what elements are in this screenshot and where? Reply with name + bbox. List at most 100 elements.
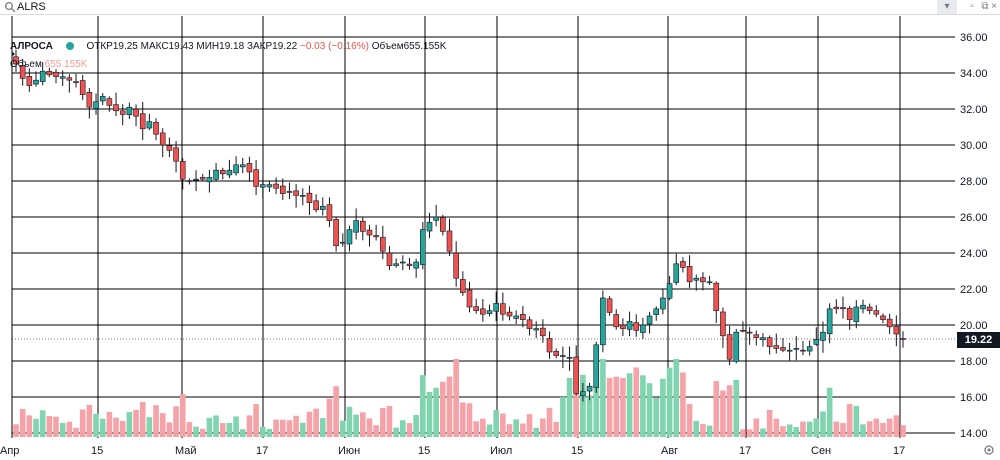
volume-bar — [13, 424, 19, 437]
volume-bar — [673, 359, 680, 437]
change-value: −0.03 (−0.16%) — [299, 41, 369, 52]
candle-body — [646, 315, 653, 325]
candle-body — [540, 327, 546, 337]
volume-bar — [39, 410, 46, 437]
volume-bar — [273, 419, 279, 437]
y-tick-label: 28.00 — [960, 176, 988, 188]
volume-bar — [820, 411, 826, 437]
candle-body — [673, 263, 680, 283]
ticker-name[interactable]: АЛРОСА — [10, 41, 53, 52]
candle-body — [460, 279, 466, 293]
candle-body — [753, 334, 760, 338]
volume-bar — [433, 387, 439, 437]
volume-value: 655.155K — [403, 41, 447, 52]
volume-bar — [59, 422, 66, 437]
close-icon[interactable]: × — [991, 1, 997, 12]
volume-bar — [833, 421, 840, 437]
candle-body — [520, 314, 526, 320]
candle-body — [526, 319, 533, 329]
candle-body — [626, 321, 633, 330]
candle-body — [686, 266, 693, 283]
volume-bar — [46, 416, 53, 437]
candle-body — [706, 281, 713, 284]
volume-bar — [766, 409, 773, 437]
symbol-input[interactable] — [17, 0, 317, 14]
candle-body — [259, 184, 266, 188]
candle-body — [480, 308, 486, 315]
y-tick-label: 20.00 — [960, 320, 988, 332]
candle-body — [873, 310, 880, 315]
volume-bar — [520, 423, 526, 437]
chevron-down-icon[interactable]: ▾ — [937, 0, 957, 14]
candle-body — [440, 217, 446, 232]
volume-legend-label: Объем — [10, 59, 42, 70]
volume-bar — [880, 423, 886, 437]
candle-body — [233, 164, 239, 174]
volume-bar — [886, 418, 893, 437]
external-window-icon[interactable]: ⧉ — [981, 1, 989, 12]
candle-body — [353, 220, 359, 233]
volume-bar — [666, 367, 673, 437]
candle-body — [886, 318, 893, 328]
volume-bar — [326, 398, 333, 437]
restore-window-icon[interactable]: ▫ — [970, 1, 974, 12]
volume-bar — [233, 416, 239, 437]
candle-body — [760, 337, 766, 340]
volume-bar — [380, 408, 386, 437]
volume-bar — [406, 423, 413, 437]
volume-bar — [173, 406, 179, 437]
candle-body — [733, 331, 740, 362]
candle-body — [239, 164, 246, 168]
candle-body — [266, 184, 273, 188]
candle-body — [119, 110, 126, 115]
candle-body — [486, 310, 493, 314]
volume-bar — [660, 378, 666, 437]
volume-legend-value: 655.155K — [44, 59, 88, 70]
candle-body — [19, 65, 26, 79]
volume-bar — [866, 421, 873, 437]
volume-bar — [700, 424, 706, 437]
settings-icon[interactable] — [983, 444, 995, 456]
x-tick-label: 15 — [91, 445, 103, 457]
volume-bar — [486, 424, 493, 437]
candle-body — [420, 229, 426, 265]
y-tick-label: 16.00 — [960, 392, 988, 404]
volume-bar — [653, 398, 660, 437]
drag-handle-icon[interactable] — [10, 51, 16, 57]
volume-legend: Объем 655.155K — [10, 52, 88, 71]
volume-bar — [480, 418, 486, 437]
volume-bar — [393, 427, 399, 437]
candle-body — [680, 261, 686, 268]
candle-body — [166, 145, 173, 151]
volume-bar — [139, 401, 146, 437]
candle-body — [153, 122, 159, 135]
volume-bar — [793, 427, 800, 437]
volume-bar — [113, 417, 119, 437]
candle-body — [319, 205, 326, 210]
volume-bar — [706, 425, 713, 437]
candle-body — [306, 192, 313, 203]
candle-body — [179, 161, 186, 180]
candle-body — [99, 96, 106, 102]
candle-body — [466, 289, 473, 308]
candle-body — [299, 195, 306, 197]
volume-bar — [493, 410, 499, 437]
candle-body — [193, 178, 199, 181]
volume-bar — [806, 421, 813, 437]
x-tick-label: 17 — [739, 445, 751, 457]
candle-body — [546, 338, 553, 353]
volume-bar — [333, 386, 339, 437]
volume-bar — [586, 395, 593, 437]
volume-bar — [359, 412, 366, 437]
close-label: ЗАКР — [246, 41, 273, 52]
volume-bar — [33, 418, 39, 437]
volume-bar — [206, 417, 213, 437]
volume-bar — [166, 422, 173, 437]
volume-bar — [593, 359, 600, 437]
y-tick-label: 24.00 — [960, 248, 988, 260]
volume-bar — [460, 402, 466, 437]
candle-body — [666, 283, 673, 299]
volume-bar — [726, 385, 733, 437]
volume-bar — [86, 404, 93, 437]
